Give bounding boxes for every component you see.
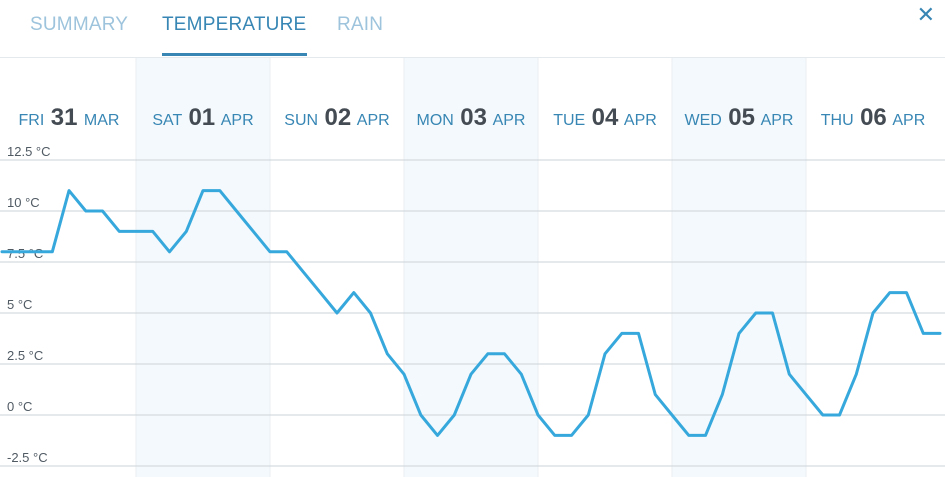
tab-temperature[interactable]: TEMPERATURE [162,14,307,35]
day-bands [2,58,940,477]
y-axis-ticks: -2.5 °C 0 °C 2.5 °C 5 °C 7.5 °C 10 °C 12.5 °C [7,144,51,465]
month: APR [356,112,390,129]
y-tick-label: 5 °C [7,297,32,312]
series-layer [0,189,942,437]
day-label-sun: SUN 02 APR [270,104,404,132]
day-of-week: SUN [284,112,319,129]
tab-summary[interactable]: SUMMARY [30,14,129,35]
day-band-mon [404,58,538,477]
month: APR [892,112,926,129]
day-band-fri [2,58,136,477]
day-label-mon: MON 03 APR [404,104,538,132]
day-number: 04 [591,104,619,131]
month: APR [760,112,794,129]
day-label-wed: WED 05 APR [672,104,806,132]
day-label-sat: SAT 01 APR [136,104,270,132]
y-tick-label: 0 °C [7,399,32,414]
day-band-wed [672,58,806,477]
day-number: 03 [460,104,487,131]
y-tick-label: 10 °C [7,195,40,210]
tab-bar: SUMMARY TEMPERATURE RAIN ✕ [0,0,945,58]
day-of-week: SAT [152,112,182,129]
day-band-tue [538,58,672,477]
day-of-week: TUE [553,112,586,129]
month: APR [623,112,657,129]
day-number: 05 [728,104,755,131]
tab-rain[interactable]: RAIN [337,14,384,35]
day-number: 06 [860,104,887,131]
y-tick-label: 7.5 °C [7,246,43,261]
day-of-week: FRI [18,112,45,129]
day-band-sun [270,58,404,477]
active-tab-indicator [162,53,307,56]
day-of-week: MON [416,112,454,129]
day-of-week: THU [820,112,854,129]
day-label-thu: THU 06 APR [806,104,940,132]
y-tick-label: -2.5 °C [7,450,48,465]
y-tick-label: 2.5 °C [7,348,43,363]
day-label-tue: TUE 04 APR [538,104,672,132]
month: APR [220,112,254,129]
y-tick-label: 12.5 °C [7,144,51,159]
close-icon[interactable]: ✕ [916,2,935,27]
day-band-sat [136,58,270,477]
temperature-line [0,189,942,437]
month: APR [492,112,526,129]
day-of-week: WED [684,112,722,129]
day-band-thu [806,58,940,477]
day-number: 01 [188,104,216,131]
day-label-fri: FRI 31 MAR [2,104,136,132]
month: MAR [83,112,120,129]
day-number: 31 [50,104,78,131]
day-number: 02 [324,104,352,131]
